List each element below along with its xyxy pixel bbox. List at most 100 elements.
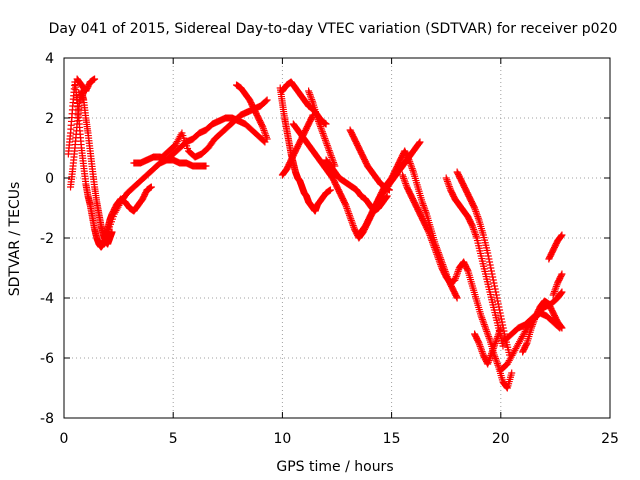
series-track-18 bbox=[453, 168, 514, 359]
data-point bbox=[445, 183, 453, 191]
data-point bbox=[432, 249, 440, 257]
data-point bbox=[476, 342, 484, 350]
data-point bbox=[428, 238, 436, 246]
series-track-6 bbox=[158, 96, 271, 161]
y-tick-label: 4 bbox=[45, 51, 54, 67]
data-point bbox=[344, 206, 352, 214]
data-point bbox=[551, 286, 559, 294]
data-point bbox=[430, 242, 438, 250]
x-tick-label: 25 bbox=[601, 431, 619, 447]
data-point bbox=[527, 324, 535, 332]
data-point bbox=[498, 318, 506, 326]
data-point bbox=[529, 321, 537, 329]
data-point bbox=[434, 254, 442, 262]
data-point bbox=[306, 90, 314, 98]
data-point bbox=[315, 119, 323, 127]
series-track-17 bbox=[442, 174, 507, 350]
data-point bbox=[421, 207, 429, 215]
data-point bbox=[486, 353, 494, 361]
data-point bbox=[549, 291, 557, 299]
data-point bbox=[415, 140, 423, 148]
data-point bbox=[470, 225, 478, 233]
data-point bbox=[323, 140, 331, 148]
data-point bbox=[497, 312, 505, 320]
data-point bbox=[486, 258, 494, 266]
series-track-19 bbox=[471, 324, 505, 368]
data-point bbox=[427, 233, 435, 241]
x-axis-label: GPS time / hours bbox=[276, 459, 393, 475]
data-point bbox=[558, 270, 566, 278]
data-point bbox=[317, 124, 325, 132]
data-point bbox=[454, 267, 462, 275]
data-point bbox=[492, 338, 500, 346]
y-axis-label: SDTVAR / TECUs bbox=[7, 182, 23, 297]
data-point bbox=[262, 132, 270, 140]
data-point bbox=[491, 339, 499, 347]
data-point bbox=[425, 230, 433, 238]
data-point bbox=[470, 227, 478, 235]
data-point bbox=[259, 125, 267, 133]
data-point bbox=[550, 288, 558, 296]
data-point bbox=[473, 211, 481, 219]
data-point bbox=[476, 341, 484, 349]
data-point bbox=[442, 174, 450, 182]
data-point bbox=[443, 176, 451, 184]
data-point bbox=[443, 177, 451, 185]
data-point bbox=[318, 128, 326, 136]
data-point bbox=[347, 215, 355, 223]
axis-ticks: 0 5 10 15 20 25 -8 -6 -4 -2 0 2 4 bbox=[40, 51, 619, 447]
data-point bbox=[557, 232, 565, 240]
data-point bbox=[480, 321, 488, 329]
data-point bbox=[321, 135, 329, 143]
data-point bbox=[463, 266, 471, 274]
data-point bbox=[471, 229, 479, 237]
data-point bbox=[492, 288, 500, 296]
data-point bbox=[508, 369, 516, 377]
data-point bbox=[493, 294, 501, 302]
data-point bbox=[499, 342, 507, 350]
data-points bbox=[64, 75, 566, 392]
data-point bbox=[263, 135, 271, 143]
data-point bbox=[430, 243, 438, 251]
x-tick-label: 10 bbox=[273, 431, 291, 447]
data-point bbox=[260, 126, 268, 134]
data-point bbox=[316, 123, 324, 131]
data-point bbox=[491, 282, 499, 290]
data-point bbox=[419, 200, 427, 208]
grid bbox=[64, 58, 610, 418]
data-point bbox=[478, 314, 486, 322]
data-point bbox=[487, 350, 495, 358]
data-point bbox=[477, 346, 485, 354]
data-point bbox=[558, 324, 566, 332]
data-point bbox=[557, 322, 565, 330]
data-point bbox=[431, 245, 439, 253]
data-point bbox=[400, 176, 408, 184]
data-point bbox=[496, 326, 504, 334]
data-point bbox=[343, 204, 351, 212]
series-track-4 bbox=[104, 114, 269, 236]
data-point bbox=[345, 211, 353, 219]
plot-frame bbox=[63, 57, 611, 419]
data-point bbox=[437, 262, 445, 270]
data-point bbox=[262, 97, 270, 105]
data-point bbox=[445, 181, 453, 189]
data-point bbox=[485, 333, 493, 341]
data-point bbox=[326, 148, 334, 156]
data-point bbox=[308, 97, 316, 105]
data-point bbox=[479, 317, 487, 325]
data-point bbox=[472, 231, 480, 239]
x-tick-label: 0 bbox=[60, 431, 69, 447]
data-point bbox=[489, 273, 497, 281]
data-point bbox=[202, 162, 210, 170]
data-point bbox=[327, 152, 335, 160]
data-point bbox=[501, 330, 509, 338]
data-point bbox=[344, 208, 352, 216]
data-point bbox=[405, 156, 413, 164]
y-tick-label: -2 bbox=[40, 231, 54, 247]
data-point bbox=[487, 267, 495, 275]
data-point bbox=[496, 309, 504, 317]
data-point bbox=[522, 340, 530, 348]
data-point bbox=[91, 75, 99, 83]
data-point bbox=[322, 138, 330, 146]
data-point bbox=[485, 255, 493, 263]
